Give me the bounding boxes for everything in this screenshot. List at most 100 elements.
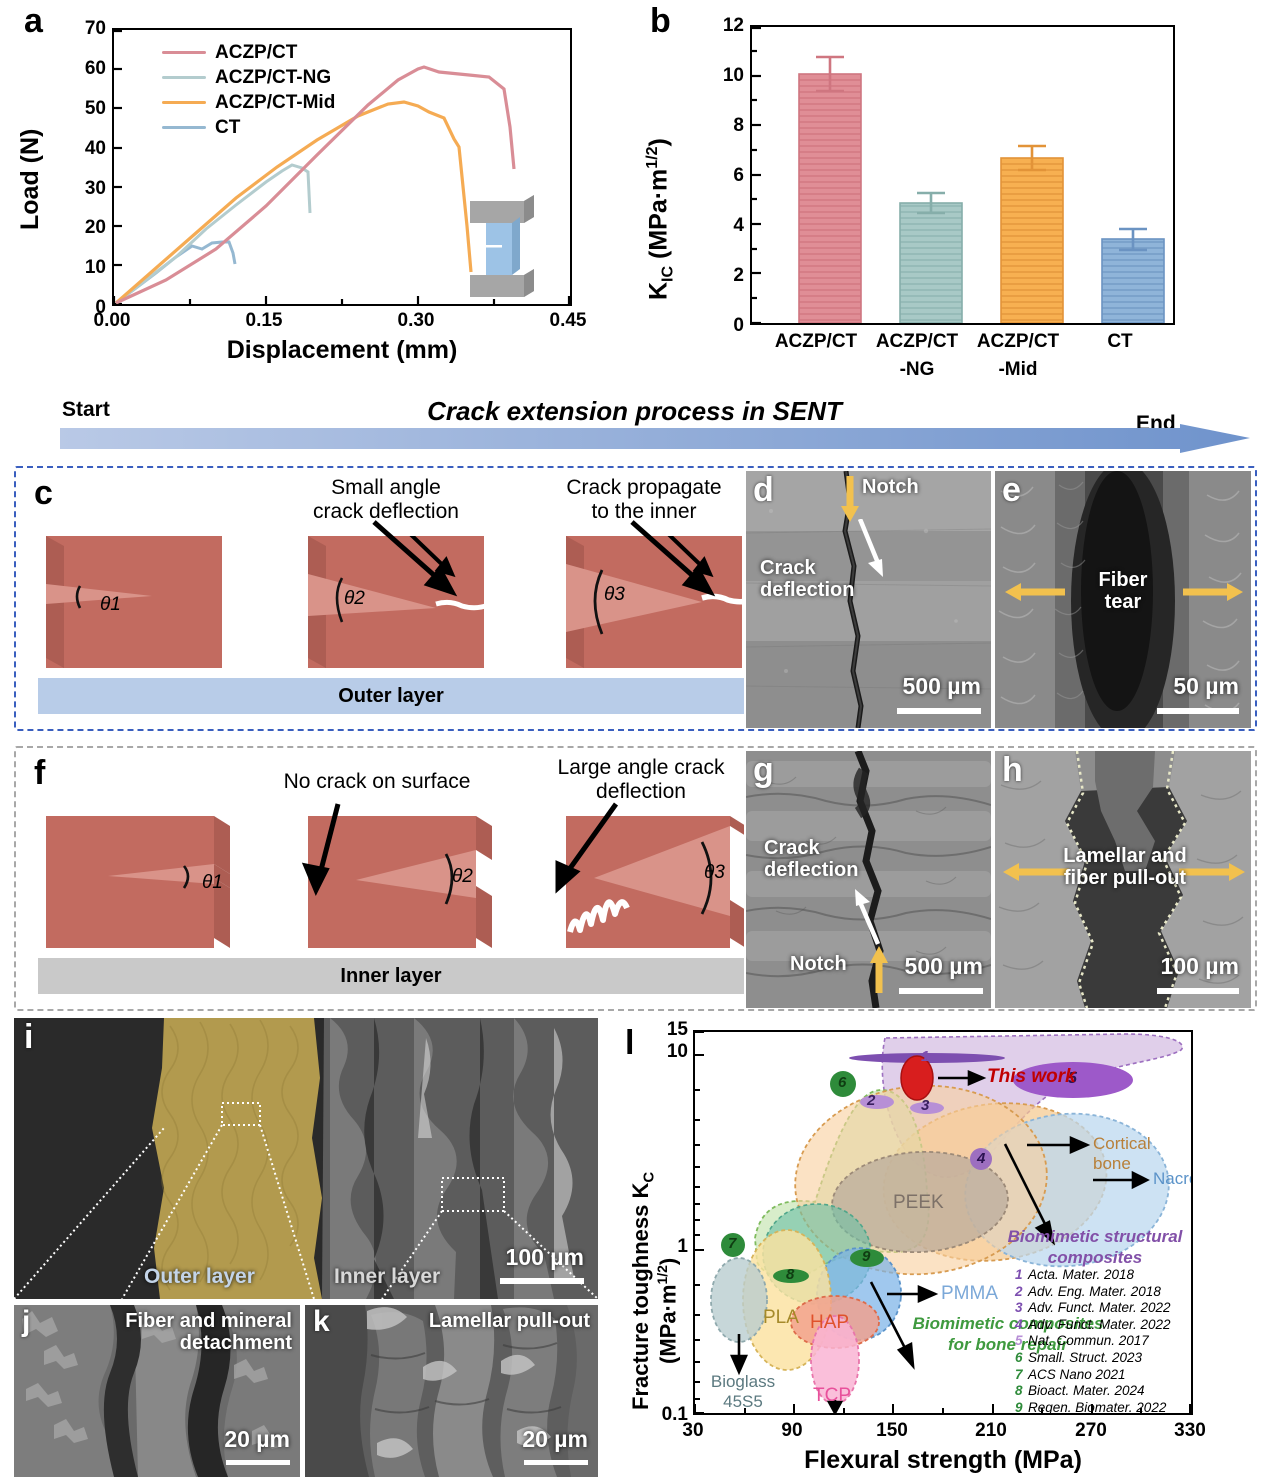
panel-a-xtick-1: 0.15 — [245, 310, 283, 331]
reference-item-8: 8 Bioact. Mater. 2024 — [1015, 1383, 1171, 1400]
panel-c-caption-2: Crack propagate to the inner — [524, 476, 764, 524]
label-bioglass: Bioglass 45S5 — [701, 1372, 785, 1411]
panel-f-caption-2-line2: deflection — [596, 780, 686, 804]
panel-e-label: Fiber tear — [1071, 569, 1175, 613]
label-bbr-line2: for bone repair — [948, 1335, 1068, 1355]
legend-item-2: ACZP/CT-Mid — [162, 90, 335, 115]
reference-text-3: Adv. Funct. Mater. 2022 — [1028, 1300, 1171, 1316]
panel-k-scale-text: 20 µm — [522, 1426, 588, 1452]
panel-b-letter: b — [650, 2, 671, 40]
panel-i-scale-text: 100 µm — [505, 1244, 584, 1270]
panel-l-xtick-150: 150 — [876, 1420, 908, 1441]
panel-g-crack-line2: deflection — [764, 859, 859, 881]
marker-label-2: 2 — [867, 1092, 876, 1109]
errorbar-aczp-ct — [816, 55, 844, 93]
panel-l-ytick-01: 0.1 — [661, 1404, 688, 1425]
marker-7 — [721, 1233, 745, 1257]
reference-num-1: 1 — [1015, 1267, 1023, 1282]
marker-8 — [773, 1269, 809, 1283]
panel-c-caption-2-line1: Crack propagate — [566, 476, 722, 499]
marker-label-3: 3 — [921, 1097, 930, 1114]
marker-2 — [860, 1095, 894, 1109]
sent-specimen-diagram — [462, 195, 542, 310]
panel-i-sem-image: i Outer layer Inner layer 100 µm — [14, 1018, 598, 1299]
panel-i-label-inner: Inner layer — [334, 1265, 441, 1288]
panel-a-ytick-0: 0 — [95, 297, 106, 318]
marker-label-4: 4 — [977, 1150, 986, 1167]
this-work-label: This work — [987, 1066, 1076, 1087]
marker-label-6: 6 — [838, 1074, 847, 1091]
panel-k-letter: k — [313, 1305, 330, 1338]
panel-j-sem-image: j Fiber and mineral detachment 20 µm — [14, 1305, 300, 1477]
label-bsc-line2: composites — [1047, 1248, 1143, 1268]
marker-9 — [850, 1249, 884, 1267]
bar-aczp-ct-mid — [1000, 157, 1064, 323]
panel-e-label-line1: Fiber — [1098, 569, 1148, 591]
panel-j-label: Fiber and mineral detachment — [92, 1310, 292, 1354]
panel-c-caption-1-line2: crack deflection — [313, 500, 459, 524]
panel-d-scale-text: 500 µm — [902, 673, 981, 699]
legend-item-1: ACZP/CT-NG — [162, 65, 335, 90]
reference-num-3: 3 — [1015, 1300, 1023, 1316]
label-cortical-bone: Cortical bone — [1093, 1134, 1151, 1173]
panel-d-crack-line1: Crack — [760, 557, 816, 579]
panel-l-scatter — [695, 1032, 1191, 1413]
panel-b-ytick-8: 8 — [733, 115, 744, 136]
label-bbr-line1: Biomimetic composites — [912, 1314, 1104, 1333]
region-bioglass — [710, 1257, 768, 1343]
fiber-tear-right-arrow-icon — [1183, 583, 1243, 601]
panel-l-y-axis-title-line1: Fracture toughness KC — [628, 1172, 657, 1410]
panel-a-x-axis-title: Displacement (mm) — [226, 336, 458, 364]
panel-e-letter: e — [1002, 471, 1021, 509]
legend-swatch-aczp-ct — [162, 50, 206, 55]
panel-k-sem-image: k Lamellar pull-out 20 µm — [305, 1305, 598, 1477]
panel-d-sem-image: d Notch Crack deflection 500 µm — [746, 471, 991, 728]
panel-l-ylabel-sub: C — [640, 1171, 658, 1183]
bar-aczp-ct-ng — [899, 202, 963, 323]
reference-num-2: 2 — [1015, 1283, 1023, 1299]
panel-g-texture — [746, 751, 991, 1008]
panel-l-xtick-30: 30 — [682, 1420, 704, 1441]
reference-text-7: ACS Nano 2021 — [1028, 1366, 1126, 1382]
panel-e-scale-bar — [1157, 708, 1239, 714]
block-f-stage-2 — [308, 816, 492, 948]
panel-h-label-line2: fiber pull-out — [1063, 867, 1187, 889]
panel-a-letter: a — [24, 2, 43, 40]
panel-h-letter: h — [1002, 751, 1023, 789]
panel-b-cat-2-line1: ACZP/CT — [976, 331, 1060, 352]
panel-b-ytick-6: 6 — [733, 165, 744, 186]
errorbar-aczp-ct-mid — [1018, 144, 1046, 172]
panel-g-sem-image: g Crack deflection Notch 500 µm — [746, 751, 991, 1008]
panel-c-caption-2-line2: to the inner — [591, 500, 697, 524]
panel-l-ytick-10: 10 — [666, 1041, 688, 1062]
label-bioglass-line2: 45S5 — [723, 1391, 763, 1411]
panel-f-letter: f — [34, 754, 46, 792]
banner-title: Crack extension process in SENT — [427, 396, 842, 426]
marker-label-8: 8 — [786, 1266, 795, 1283]
panel-f-caption-2: Large angle crack deflection — [516, 756, 766, 804]
panel-j-label-line1: Fiber and mineral — [125, 1310, 292, 1332]
panel-b-ylabel-sub: IC — [659, 265, 677, 282]
label-biomimetic-bone-repair: Biomimetic composites for bone repair — [903, 1313, 1113, 1356]
crack-deflection-arrow-icon — [857, 519, 883, 577]
reference-text-2: Adv. Eng. Mater. 2018 — [1028, 1283, 1161, 1299]
region-tcp — [810, 1315, 860, 1405]
panel-a-ytick-30: 30 — [84, 178, 106, 199]
reference-num-9: 9 — [1015, 1399, 1023, 1415]
legend-label-0: ACZP/CT — [215, 41, 298, 63]
panel-b-cat-1-line1: ACZP/CT — [875, 331, 959, 352]
panel-a-legend: ACZP/CT ACZP/CT-NG ACZP/CT-Mid CT — [162, 40, 335, 140]
block-f-stage-3 — [566, 816, 744, 948]
panel-e-texture — [995, 471, 1251, 728]
bar-ct — [1101, 238, 1165, 323]
panel-g-letter: g — [753, 751, 774, 789]
label-nacre: Nacre — [1153, 1169, 1191, 1188]
panel-c-theta-2: θ2 — [344, 588, 365, 609]
panel-a-xtick-3: 0.45 — [549, 310, 587, 331]
errorbar-aczp-ct-ng — [917, 191, 945, 215]
label-pla: PLA — [763, 1307, 799, 1328]
panel-b-y-axis-title: KIC (MPa·m1/2) — [644, 138, 677, 300]
reference-num-4: 4 — [1015, 1316, 1023, 1332]
panel-b-ytick-4: 4 — [733, 215, 744, 236]
panel-b-ylabel-k: K — [644, 281, 673, 300]
